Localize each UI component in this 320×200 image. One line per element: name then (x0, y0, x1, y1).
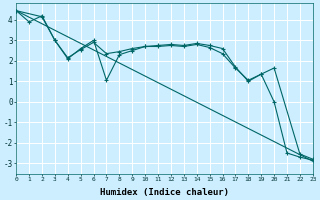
X-axis label: Humidex (Indice chaleur): Humidex (Indice chaleur) (100, 188, 229, 197)
